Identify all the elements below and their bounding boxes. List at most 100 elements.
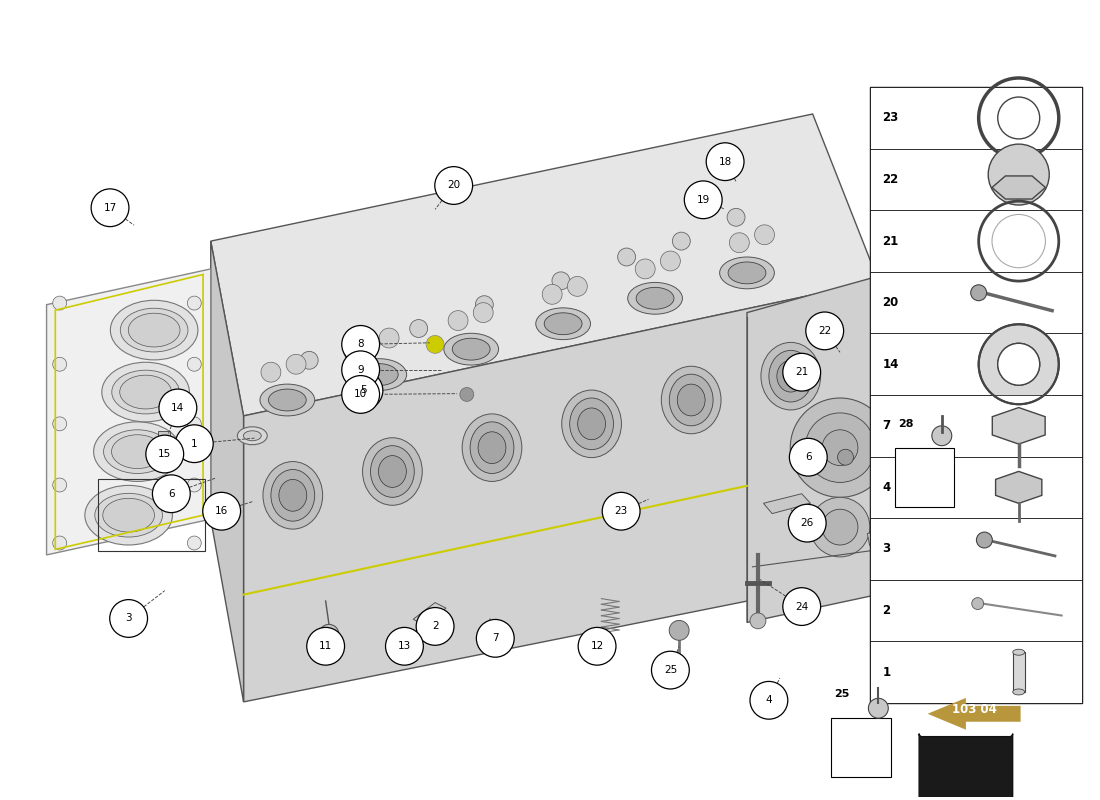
Text: 25: 25 bbox=[835, 689, 850, 699]
Circle shape bbox=[660, 251, 680, 271]
Text: 4: 4 bbox=[882, 481, 891, 494]
Ellipse shape bbox=[129, 314, 180, 347]
Ellipse shape bbox=[678, 384, 705, 416]
Text: 17: 17 bbox=[103, 202, 117, 213]
Polygon shape bbox=[763, 494, 811, 514]
Circle shape bbox=[53, 478, 67, 492]
Circle shape bbox=[602, 492, 640, 530]
Circle shape bbox=[755, 225, 774, 245]
Polygon shape bbox=[243, 281, 878, 702]
Ellipse shape bbox=[661, 366, 721, 434]
Circle shape bbox=[579, 627, 616, 665]
Ellipse shape bbox=[728, 262, 766, 284]
Bar bbox=[1013, 652, 1025, 692]
Text: 103 04: 103 04 bbox=[952, 703, 997, 716]
Ellipse shape bbox=[669, 374, 713, 426]
Text: 3: 3 bbox=[125, 614, 132, 623]
Circle shape bbox=[187, 296, 201, 310]
Text: 25: 25 bbox=[663, 665, 676, 675]
Ellipse shape bbox=[271, 470, 315, 521]
Circle shape bbox=[146, 435, 184, 473]
Circle shape bbox=[409, 319, 428, 338]
Polygon shape bbox=[414, 602, 446, 625]
Circle shape bbox=[53, 358, 67, 371]
Circle shape bbox=[476, 619, 514, 658]
Circle shape bbox=[53, 417, 67, 430]
Text: 4: 4 bbox=[766, 695, 772, 706]
Ellipse shape bbox=[378, 456, 406, 487]
Circle shape bbox=[542, 285, 562, 304]
Circle shape bbox=[354, 336, 374, 356]
Polygon shape bbox=[992, 407, 1045, 444]
Ellipse shape bbox=[470, 422, 514, 474]
Text: 3: 3 bbox=[882, 542, 890, 555]
Circle shape bbox=[783, 354, 821, 391]
Text: 20: 20 bbox=[882, 296, 899, 309]
Ellipse shape bbox=[570, 398, 614, 450]
Text: 5: 5 bbox=[361, 386, 367, 395]
Circle shape bbox=[992, 214, 1045, 268]
Polygon shape bbox=[868, 515, 979, 546]
Circle shape bbox=[706, 142, 744, 181]
Ellipse shape bbox=[536, 308, 591, 340]
Circle shape bbox=[552, 272, 570, 290]
Ellipse shape bbox=[462, 414, 521, 482]
Circle shape bbox=[790, 438, 827, 476]
Circle shape bbox=[91, 189, 129, 226]
Text: 26: 26 bbox=[801, 518, 814, 528]
Ellipse shape bbox=[263, 462, 322, 529]
Circle shape bbox=[970, 285, 987, 301]
Ellipse shape bbox=[636, 287, 674, 310]
Ellipse shape bbox=[268, 389, 306, 411]
Circle shape bbox=[286, 354, 306, 374]
Ellipse shape bbox=[578, 408, 605, 440]
Circle shape bbox=[344, 343, 362, 362]
Text: 11: 11 bbox=[319, 642, 332, 651]
Circle shape bbox=[618, 248, 636, 266]
Text: 19: 19 bbox=[696, 194, 710, 205]
Circle shape bbox=[977, 532, 992, 548]
Text: 13: 13 bbox=[398, 642, 411, 651]
Circle shape bbox=[971, 598, 983, 610]
Circle shape bbox=[868, 698, 889, 718]
Circle shape bbox=[434, 166, 473, 204]
Bar bbox=[870, 334, 1082, 395]
Text: 21: 21 bbox=[882, 234, 899, 248]
Text: 14: 14 bbox=[172, 403, 185, 413]
Ellipse shape bbox=[238, 427, 267, 445]
Circle shape bbox=[342, 375, 380, 414]
Text: 8: 8 bbox=[358, 339, 364, 350]
Bar bbox=[894, 448, 955, 507]
Ellipse shape bbox=[352, 358, 407, 390]
Circle shape bbox=[806, 312, 844, 350]
Polygon shape bbox=[996, 471, 1042, 503]
Ellipse shape bbox=[544, 313, 582, 334]
Bar bbox=[870, 457, 1082, 518]
Circle shape bbox=[998, 97, 1040, 139]
Circle shape bbox=[636, 259, 656, 279]
Circle shape bbox=[898, 532, 935, 570]
Circle shape bbox=[53, 536, 67, 550]
Circle shape bbox=[473, 302, 493, 322]
Ellipse shape bbox=[120, 308, 188, 352]
Circle shape bbox=[568, 277, 587, 296]
Ellipse shape bbox=[443, 334, 498, 365]
Circle shape bbox=[261, 362, 280, 382]
Bar bbox=[98, 479, 206, 551]
Circle shape bbox=[942, 445, 979, 482]
Polygon shape bbox=[927, 698, 1021, 730]
Text: 23: 23 bbox=[615, 506, 628, 516]
Text: 21: 21 bbox=[795, 367, 808, 377]
Ellipse shape bbox=[777, 360, 805, 392]
Ellipse shape bbox=[979, 324, 1059, 404]
Text: 10: 10 bbox=[354, 390, 367, 399]
Ellipse shape bbox=[102, 498, 154, 532]
Circle shape bbox=[998, 343, 1040, 385]
Circle shape bbox=[651, 651, 690, 689]
Circle shape bbox=[727, 208, 745, 226]
Circle shape bbox=[988, 144, 1049, 205]
Circle shape bbox=[790, 398, 890, 498]
Circle shape bbox=[750, 613, 766, 629]
Circle shape bbox=[187, 478, 201, 492]
Ellipse shape bbox=[1013, 689, 1025, 695]
